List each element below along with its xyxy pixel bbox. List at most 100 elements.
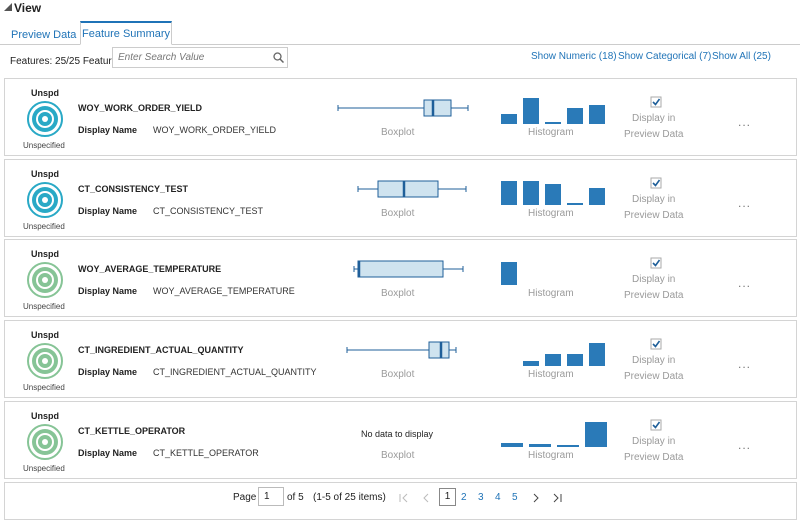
type-icon: [36, 432, 54, 451]
collapse-icon[interactable]: [4, 3, 12, 11]
page-link[interactable]: 5: [512, 492, 518, 503]
checkbox: [650, 419, 662, 431]
checkbox: [650, 257, 662, 269]
display-toggle-label: Display in: [632, 355, 676, 367]
feature-count: Features: 25/25 Feature: [10, 56, 118, 67]
feature-name: WOY_AVERAGE_TEMPERATURE: [78, 264, 222, 275]
tab[interactable]: Preview Data: [11, 29, 77, 41]
checkbox: [650, 338, 662, 350]
row-graphics: [27, 338, 662, 380]
histogram-bar: [501, 114, 517, 124]
pager-arrows[interactable]: [398, 491, 568, 505]
display-name: WOY_AVERAGE_TEMPERATURE: [153, 286, 295, 297]
row-graphics: [27, 257, 662, 299]
display-toggle-label: Display in: [632, 274, 676, 286]
boxplot-label: Boxplot: [381, 369, 415, 381]
display-name-label: Display Name: [78, 367, 138, 378]
display-toggle-label: Display in: [632, 113, 676, 124]
boxplot-box: [377, 180, 439, 198]
tab-active[interactable]: Feature Summary: [80, 21, 172, 45]
histogram-bar: [545, 122, 561, 124]
histogram-bar: [545, 354, 561, 367]
checkmark: [652, 179, 661, 187]
pagination-bar: [4, 482, 797, 520]
type-icon: [42, 116, 48, 122]
histogram-bar: [523, 180, 539, 205]
page-total: of 5: [287, 492, 304, 503]
feature-name: WOY_WORK_ORDER_YIELD: [78, 103, 203, 113]
type-icon: [42, 358, 48, 365]
histogram-bar: [585, 421, 607, 447]
display-name: CT_KETTLE_OPERATOR: [153, 447, 259, 458]
filter-link[interactable]: Show All (25): [712, 51, 771, 62]
type-badge: Unspd: [31, 330, 59, 341]
type-label: Unspecified: [23, 463, 65, 473]
type-label: Unspecified: [23, 221, 65, 231]
checkmark: [652, 259, 661, 268]
histogram-bar: [501, 442, 523, 447]
histogram-label: Histogram: [528, 127, 574, 138]
row-menu[interactable]: ...: [738, 437, 752, 452]
page-label: Page: [233, 492, 257, 503]
boxplot-label: Boxplot: [381, 288, 415, 300]
row-menu[interactable]: ...: [738, 115, 752, 129]
type-icon: [42, 277, 48, 284]
display-toggle-label: Preview Data: [624, 129, 684, 140]
boxplot-box: [357, 260, 444, 278]
feature-name: CT_KETTLE_OPERATOR: [78, 425, 186, 436]
checkmark: [652, 340, 661, 348]
histogram-bar: [589, 187, 605, 205]
feature-name: CT_INGREDIENT_ACTUAL_QUANTITY: [78, 345, 244, 356]
row-menu[interactable]: ...: [738, 276, 752, 291]
type-icon: [42, 196, 48, 203]
histogram-bar: [567, 202, 583, 205]
type-icon: [36, 190, 54, 209]
histogram-bar: [589, 105, 605, 124]
checkbox: [650, 96, 662, 108]
checkmark: [652, 98, 661, 106]
type-badge: Unspd: [31, 88, 59, 98]
filter-link[interactable]: Show Numeric (18): [531, 51, 617, 62]
feature-row: Unspd Unspecified CT_KETTLE_OPERATOR Displa…: [4, 400, 797, 479]
type-icon: [42, 438, 48, 445]
histogram-bar: [501, 180, 517, 205]
filter-link[interactable]: Show Categorical (7): [618, 51, 712, 62]
page-input[interactable]: 1: [258, 487, 284, 506]
histogram-label: Histogram: [528, 449, 574, 461]
histogram-bar: [523, 361, 539, 367]
histogram-bar: [557, 444, 579, 447]
feature-row: Unspd Unspecified WOY_WORK_ORDER_YIELD Disp…: [4, 78, 797, 156]
type-label: Unspecified: [23, 383, 65, 393]
histogram-label: Histogram: [528, 288, 574, 300]
feature-name: CT_CONSISTENCY_TEST: [78, 183, 189, 194]
type-icon: [36, 271, 54, 290]
row-graphics: [27, 419, 662, 460]
row-menu[interactable]: ...: [738, 195, 752, 210]
no-data: No data to display: [361, 428, 434, 439]
display-toggle-label: Display in: [632, 435, 676, 447]
display-toggle-label: Preview Data: [624, 451, 684, 463]
type-badge: Unspd: [31, 249, 59, 260]
display-name-label: Display Name: [78, 205, 138, 216]
type-icon: [36, 352, 54, 371]
tab-divider: [0, 44, 800, 45]
page-current[interactable]: 1: [439, 488, 456, 506]
search-box[interactable]: Enter Search Value: [112, 47, 288, 68]
page-link[interactable]: 2: [461, 492, 467, 503]
type-badge: Unspd: [31, 410, 59, 421]
display-name-label: Display Name: [78, 286, 138, 297]
boxplot-label: Boxplot: [381, 207, 415, 219]
page-link[interactable]: 4: [495, 492, 501, 503]
histogram-bar: [545, 183, 561, 205]
feature-row: Unspd Unspecified CT_CONSISTENCY_TEST Displ…: [4, 158, 797, 237]
type-badge: Unspd: [31, 168, 59, 179]
search-icon[interactable]: [273, 52, 284, 63]
boxplot-label: Boxplot: [381, 127, 415, 138]
boxplot-box: [428, 341, 450, 359]
row-menu[interactable]: ...: [738, 357, 752, 372]
histogram-bar: [529, 443, 551, 447]
type-label: Unspecified: [23, 141, 65, 150]
page-link[interactable]: 3: [478, 492, 484, 503]
histogram-bar: [523, 98, 539, 124]
